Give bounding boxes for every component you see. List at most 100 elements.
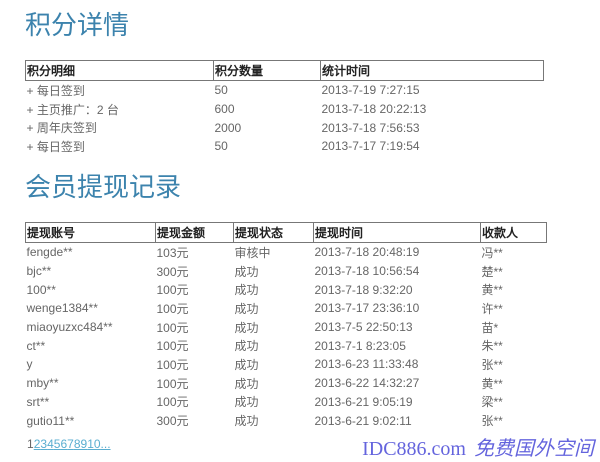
table-cell: 审核中 [234,245,271,260]
table-cell: 2013-7-18 10:56:54 [314,264,420,279]
table-cell: 2013-7-18 20:22:13 [321,102,427,117]
pagination: 12345678910... [27,436,111,452]
table-row: mby** 100元 成功 2013-6-22 14:32:27 黄** [26,374,547,393]
col-header: 积分明细 [25,60,214,81]
table-cell: 2013-6-22 14:32:27 [314,376,420,391]
table-row: + 每日签到 50 2013-7-17 7:19:54 [26,137,544,156]
page-link[interactable]: 7 [67,437,74,451]
table-row: 100** 100元 成功 2013-7-18 9:32:20 黄** [26,280,547,299]
table-cell: miaoyuzxc484** [26,320,113,335]
table-cell: 成功 [234,301,259,316]
table-cell: 300元 [156,264,189,279]
table-cell: + 每日签到 [26,83,85,98]
table-cell: 2013-7-19 7:27:15 [321,83,420,98]
table-cell: 成功 [234,414,259,429]
table-row: srt** 100元 成功 2013-6-21 9:05:19 梁** [26,393,547,412]
table-cell: 2013-6-21 9:05:19 [314,394,413,409]
table-header: 提现账号 提现金额 提现状态 提现时间 收款人 [25,222,547,243]
col-header: 提现时间 [313,222,481,243]
table-cell: 2000 [214,120,242,135]
table-cell: 2013-7-18 20:48:19 [314,245,420,260]
table-cell: 100元 [156,301,189,316]
table-cell: 朱** [481,339,503,354]
table-cell: ct** [26,338,46,353]
table-cell: 黄** [481,283,503,298]
table-cell: 300元 [156,414,189,429]
table-row: + 周年庆签到 2000 2013-7-18 7:56:53 [26,118,544,137]
table-cell: bjc** [26,264,52,279]
table-cell: 100元 [156,395,189,410]
table-cell: 2013-7-5 22:50:13 [314,320,413,335]
table-cell: 楚** [481,264,503,279]
table-cell: 600 [214,102,235,117]
table-cell: 100元 [156,320,189,335]
col-header: 积分数量 [213,60,321,81]
table-cell: 梁** [481,395,503,410]
table-cell: 100元 [156,376,189,391]
page-link[interactable]: 8 [73,437,81,451]
page-current: 1 [27,437,34,451]
table-cell: 100元 [156,339,189,354]
table-cell: 成功 [234,264,259,279]
page-link[interactable]: 4 [47,437,54,451]
table-cell: 成功 [234,320,259,335]
points-title: 积分详情 [25,10,130,40]
table-cell: 张** [481,357,503,372]
watermark: IDC886.com 免费国外空间 [362,436,594,461]
table-cell: 张** [481,414,503,429]
withdrawals-table: 提现账号 提现金额 提现状态 提现时间 收款人 fengde** 103元 审核中 2… [25,222,547,430]
table-row: + 主页推广：2 台 600 2013-7-18 20:22:13 [26,100,544,119]
table-cell: 50 [214,139,228,154]
table-cell: + 周年庆签到 [26,121,97,136]
withdrawals-title: 会员提现记录 [25,172,182,202]
table-cell: srt** [26,394,50,409]
col-header: 提现状态 [233,222,314,243]
table-cell: fengde** [26,245,73,260]
page-link[interactable]: 9 [80,437,88,451]
table-cell: 103元 [156,245,189,260]
table-cell: 许** [481,301,503,316]
page-link[interactable]: 10 [87,437,101,451]
table-cell: + 主页推广：2 台 [26,102,119,117]
page-link[interactable]: 5 [53,437,61,451]
table-row: gutio11** 300元 成功 2013-6-21 9:02:11 张** [26,411,547,430]
table-row: wenge1384** 100元 成功 2013-7-17 23:36:10 许** [26,299,547,318]
table-cell: 50 [214,83,228,98]
table-cell: 2013-7-1 8:23:05 [314,338,406,353]
table-cell: 2013-7-17 7:19:54 [321,139,420,154]
table-cell: 100元 [156,357,189,372]
table-cell: mby** [26,376,59,391]
table-cell: 成功 [234,395,259,410]
table-cell: 100元 [156,283,189,298]
table-cell: 冯** [481,245,503,260]
watermark-text: 免费国外空间 [474,436,594,460]
table-row: bjc** 300元 成功 2013-7-18 10:56:54 楚** [26,262,547,281]
table-row: y 100元 成功 2013-6-23 11:33:48 张** [26,355,547,374]
table-cell: y [26,357,33,372]
table-cell: 成功 [234,376,259,391]
table-cell: wenge1384** [26,301,98,316]
table-cell: gutio11** [26,413,75,428]
col-header: 提现账号 [25,222,156,243]
table-cell: 苗* [481,320,499,335]
page-more-link[interactable]: ... [100,437,111,451]
table-cell: 成功 [234,283,259,298]
col-header: 统计时间 [320,60,544,81]
table-cell: 成功 [234,339,259,354]
table-row: miaoyuzxc484** 100元 成功 2013-7-5 22:50:13 苗* [26,318,547,337]
table-cell: 成功 [234,357,259,372]
points-table: 积分明细 积分数量 统计时间 + 每日签到 50 2013-7-19 7:27:15… [25,60,544,156]
table-cell: + 每日签到 [26,139,85,154]
table-cell: 2013-7-18 7:56:53 [321,120,420,135]
col-header: 收款人 [480,222,547,243]
table-cell: 黄** [481,376,503,391]
page-link[interactable]: 2 [33,437,41,451]
page-link[interactable]: 6 [60,437,68,451]
col-header: 提现金额 [155,222,234,243]
table-row: fengde** 103元 审核中 2013-7-18 20:48:19 冯** [26,243,547,262]
page-link[interactable]: 3 [40,437,48,451]
watermark-text: IDC886.com [362,438,466,460]
table-cell: 2013-7-18 9:32:20 [314,282,413,297]
table-cell: 2013-7-17 23:36:10 [314,301,420,316]
table-cell: 100** [26,282,56,297]
